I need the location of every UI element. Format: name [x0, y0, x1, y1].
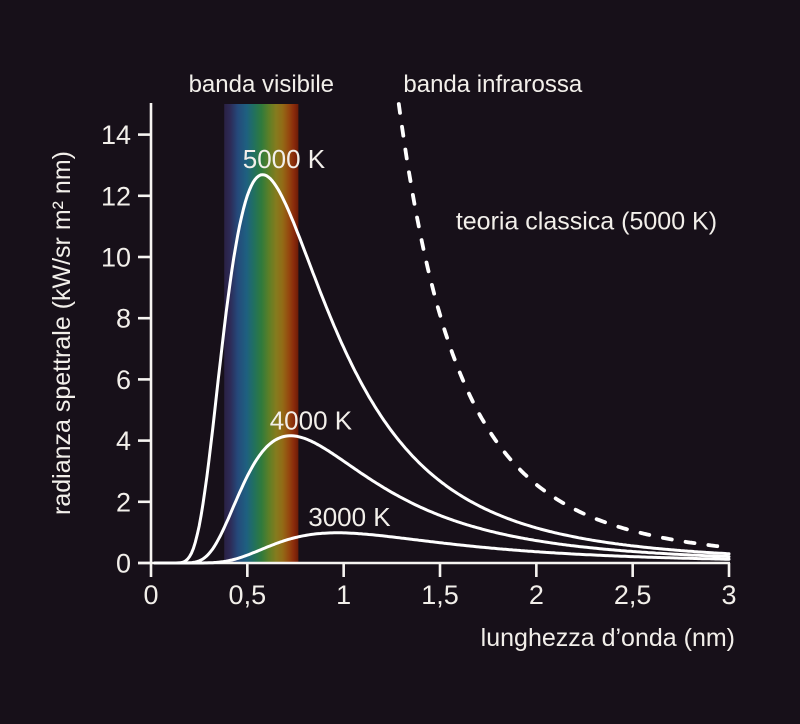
planck-curve-4000k	[153, 434, 731, 565]
planck-curve-5000k	[153, 173, 731, 565]
y-axis-title: radianza spettrale (kW/sr m² nm)	[48, 151, 76, 515]
x-tick-label: 2,5	[614, 580, 652, 610]
x-tick-label: 1	[336, 580, 351, 610]
infrared-band-title: banda infrarossa	[403, 71, 582, 98]
curve-label-5000k: 5000 K	[243, 144, 326, 174]
curves-layer	[153, 102, 731, 565]
y-tick-label: 2	[116, 487, 131, 517]
axes-layer: 0 0,5 1 1,5 2 2,5 3 0 2 4 6 8 10 12 14	[101, 103, 737, 610]
classical-theory-curve	[396, 102, 731, 550]
visible-band-layer	[224, 104, 299, 563]
x-tick-label: 0,5	[229, 580, 267, 610]
annotations-layer: 5000 K 4000 K 3000 K teoria classica (5000 …	[243, 144, 717, 532]
y-tick-label: 0	[116, 549, 131, 579]
y-tick-label: 10	[101, 243, 131, 273]
curve-label-4000k: 4000 K	[270, 406, 353, 436]
y-tick-label: 4	[116, 426, 131, 456]
x-tick-label: 2	[529, 580, 544, 610]
x-tick-label: 0	[143, 580, 158, 610]
y-tick-label: 12	[101, 181, 131, 211]
curve-label-3000k: 3000 K	[308, 502, 391, 532]
y-tick-label: 8	[116, 304, 131, 334]
y-tick-label: 6	[116, 365, 131, 395]
planck-curve-3000k	[153, 531, 731, 565]
visible-band-title: banda visibile	[189, 71, 334, 98]
x-axis-title: lunghezza d’onda (nm)	[481, 624, 735, 652]
x-tick-label: 3	[721, 580, 736, 610]
y-tick-label: 14	[101, 120, 131, 150]
x-tick-label: 1,5	[421, 580, 459, 610]
visible-spectrum-band	[224, 104, 299, 563]
classical-theory-label: teoria classica (5000 K)	[456, 207, 717, 235]
